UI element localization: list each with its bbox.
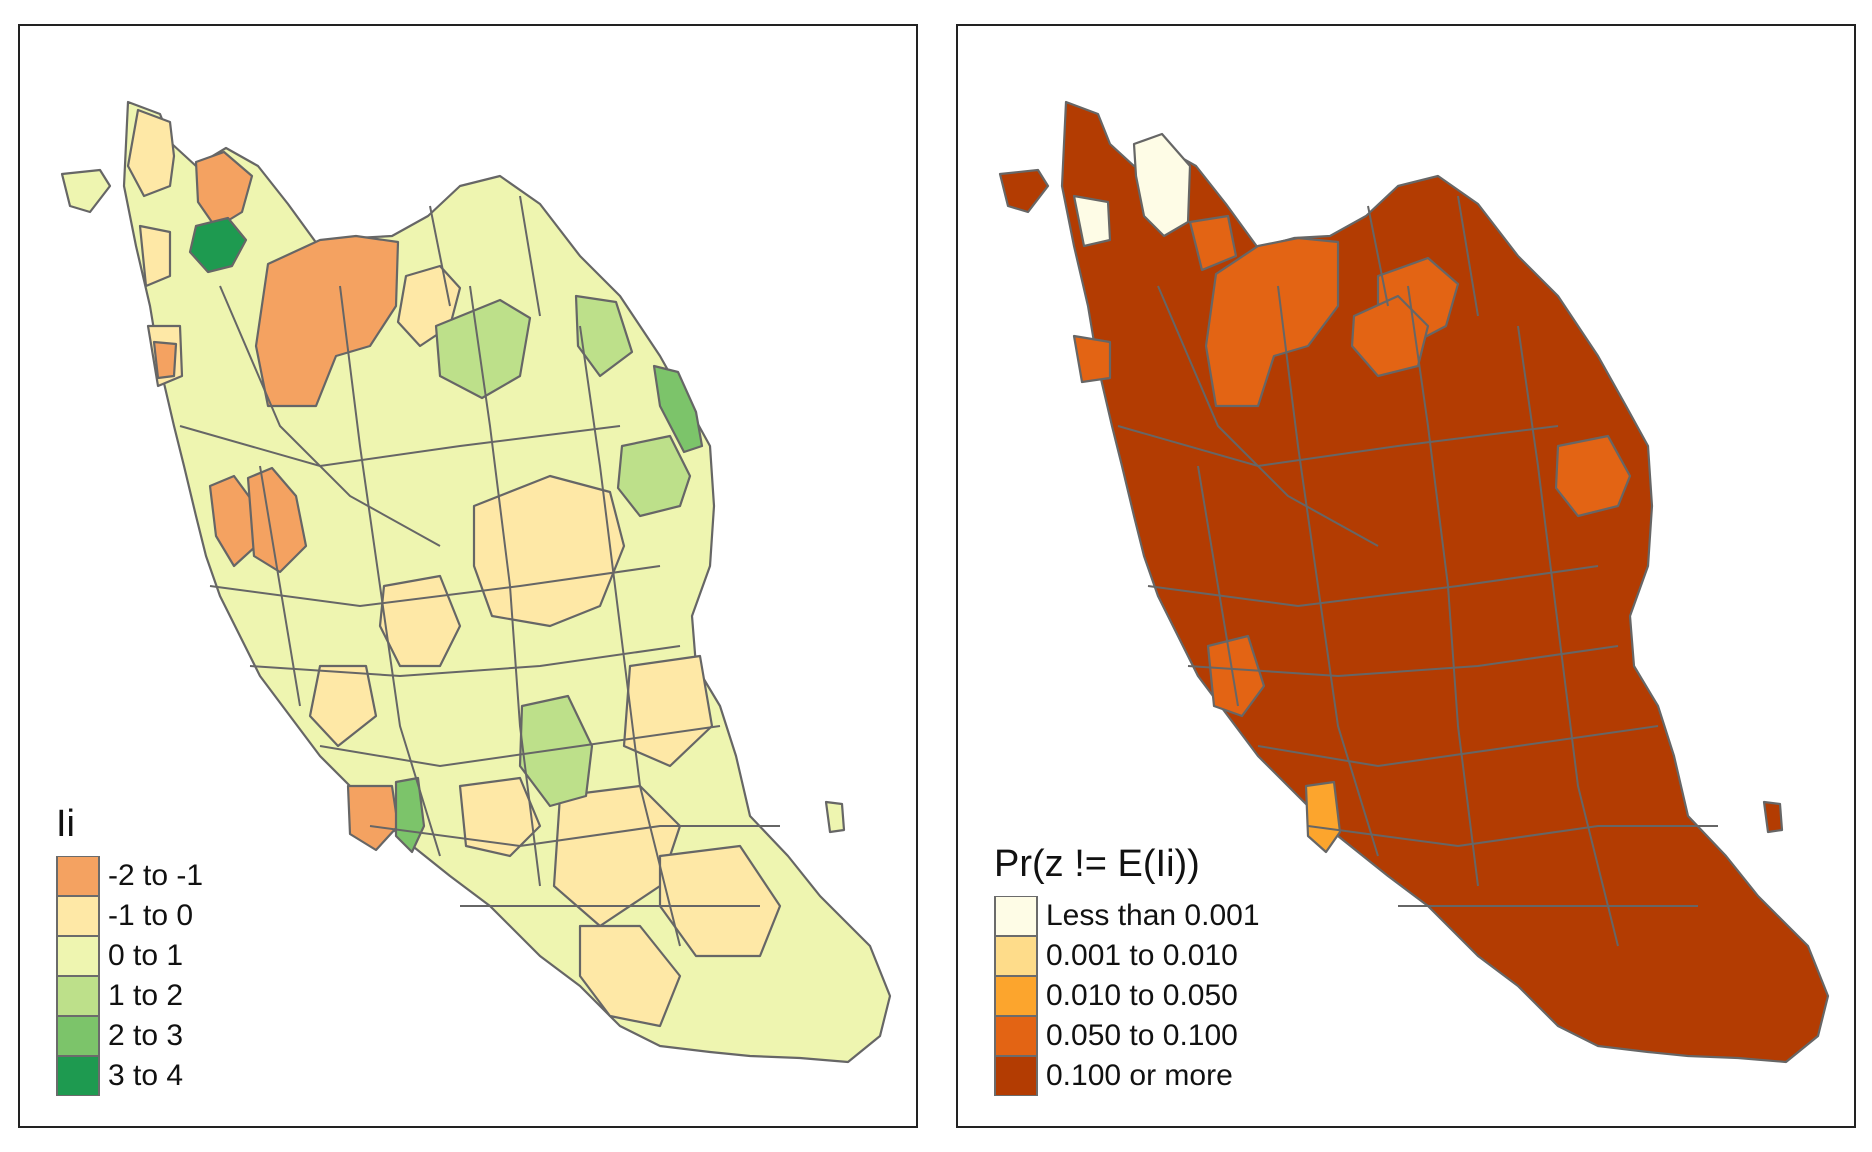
island xyxy=(824,800,846,834)
district xyxy=(378,574,462,668)
legend-label: Less than 0.001 xyxy=(1046,899,1260,932)
legend-swatch xyxy=(56,1056,100,1096)
district xyxy=(394,776,426,854)
legend-swatch xyxy=(56,896,100,936)
legend-title: Pr(z != E(Ii)) xyxy=(994,843,1200,885)
district xyxy=(1072,194,1112,248)
legend-swatch xyxy=(994,1056,1038,1096)
legend-item: -1 to 0 xyxy=(56,896,203,936)
district-boundaries xyxy=(1117,195,1718,947)
legend-label: 0.001 to 0.010 xyxy=(1046,939,1238,972)
pvalue-choropleth-map xyxy=(998,100,1830,1064)
district xyxy=(1304,780,1342,854)
legend-label: 0.050 to 0.100 xyxy=(1046,1019,1238,1052)
pvalue-map-panel: Pr(z != E(Ii)) Less than 0.001 0.001 to … xyxy=(956,24,1856,1128)
legend-item: 0.100 or more xyxy=(994,1056,1260,1096)
district xyxy=(194,150,254,230)
district xyxy=(616,434,692,518)
li-legend: Ii -2 to -1 -1 to 0 0 to 1 1 to 2 2 to 3… xyxy=(56,803,203,1096)
district xyxy=(308,664,378,748)
district xyxy=(346,784,400,852)
li-map-panel: Ii -2 to -1 -1 to 0 0 to 1 1 to 2 2 to 3… xyxy=(18,24,918,1128)
legend-swatch xyxy=(994,936,1038,976)
legend-label: 3 to 4 xyxy=(108,1059,184,1092)
district xyxy=(1204,236,1340,408)
legend-swatch xyxy=(56,1016,100,1056)
district xyxy=(574,294,634,378)
legend-swatch xyxy=(56,936,100,976)
li-choropleth-map xyxy=(60,100,892,1064)
district xyxy=(652,364,704,454)
district xyxy=(254,234,400,408)
legend-label: -1 to 0 xyxy=(108,899,194,932)
legend-item: 0 to 1 xyxy=(56,936,203,976)
district xyxy=(622,654,714,768)
island xyxy=(1762,800,1784,834)
legend-label: -2 to -1 xyxy=(108,859,204,892)
legend-item: 0.050 to 0.100 xyxy=(994,1016,1260,1056)
district xyxy=(126,108,176,198)
legend-label: 0 to 1 xyxy=(108,939,184,972)
legend-swatch xyxy=(56,976,100,1016)
legend-label: 1 to 2 xyxy=(108,979,184,1012)
district xyxy=(188,216,248,274)
legend-label: 2 to 3 xyxy=(108,1019,184,1052)
legend-swatch xyxy=(994,896,1038,936)
legend-item: Less than 0.001 xyxy=(994,896,1260,936)
legend-item: 2 to 3 xyxy=(56,1016,203,1056)
legend-item: 3 to 4 xyxy=(56,1056,203,1096)
legend-label: 0.010 to 0.050 xyxy=(1046,979,1238,1012)
legend-swatch xyxy=(56,856,100,896)
district-boundaries xyxy=(179,195,780,947)
legend-swatch xyxy=(994,1016,1038,1056)
district xyxy=(1554,434,1632,518)
legend-title: Ii xyxy=(56,803,75,845)
district xyxy=(1072,334,1112,384)
legend-item: -2 to -1 xyxy=(56,856,203,896)
island xyxy=(998,168,1050,214)
district xyxy=(458,776,542,858)
legend-label: 0.100 or more xyxy=(1046,1059,1233,1092)
legend-swatch xyxy=(994,976,1038,1016)
district xyxy=(1206,634,1266,718)
district xyxy=(1132,132,1192,238)
island xyxy=(152,340,178,380)
district xyxy=(518,694,594,808)
district xyxy=(1350,294,1430,378)
district xyxy=(472,474,626,628)
island xyxy=(60,168,112,214)
district xyxy=(246,466,308,574)
district xyxy=(1188,214,1238,272)
legend-item: 0.010 to 0.050 xyxy=(994,976,1260,1016)
district xyxy=(138,224,172,288)
pvalue-legend: Pr(z != E(Ii)) Less than 0.001 0.001 to … xyxy=(994,843,1260,1096)
district xyxy=(434,298,532,400)
district xyxy=(578,924,682,1028)
legend-item: 0.001 to 0.010 xyxy=(994,936,1260,976)
legend-item: 1 to 2 xyxy=(56,976,203,1016)
